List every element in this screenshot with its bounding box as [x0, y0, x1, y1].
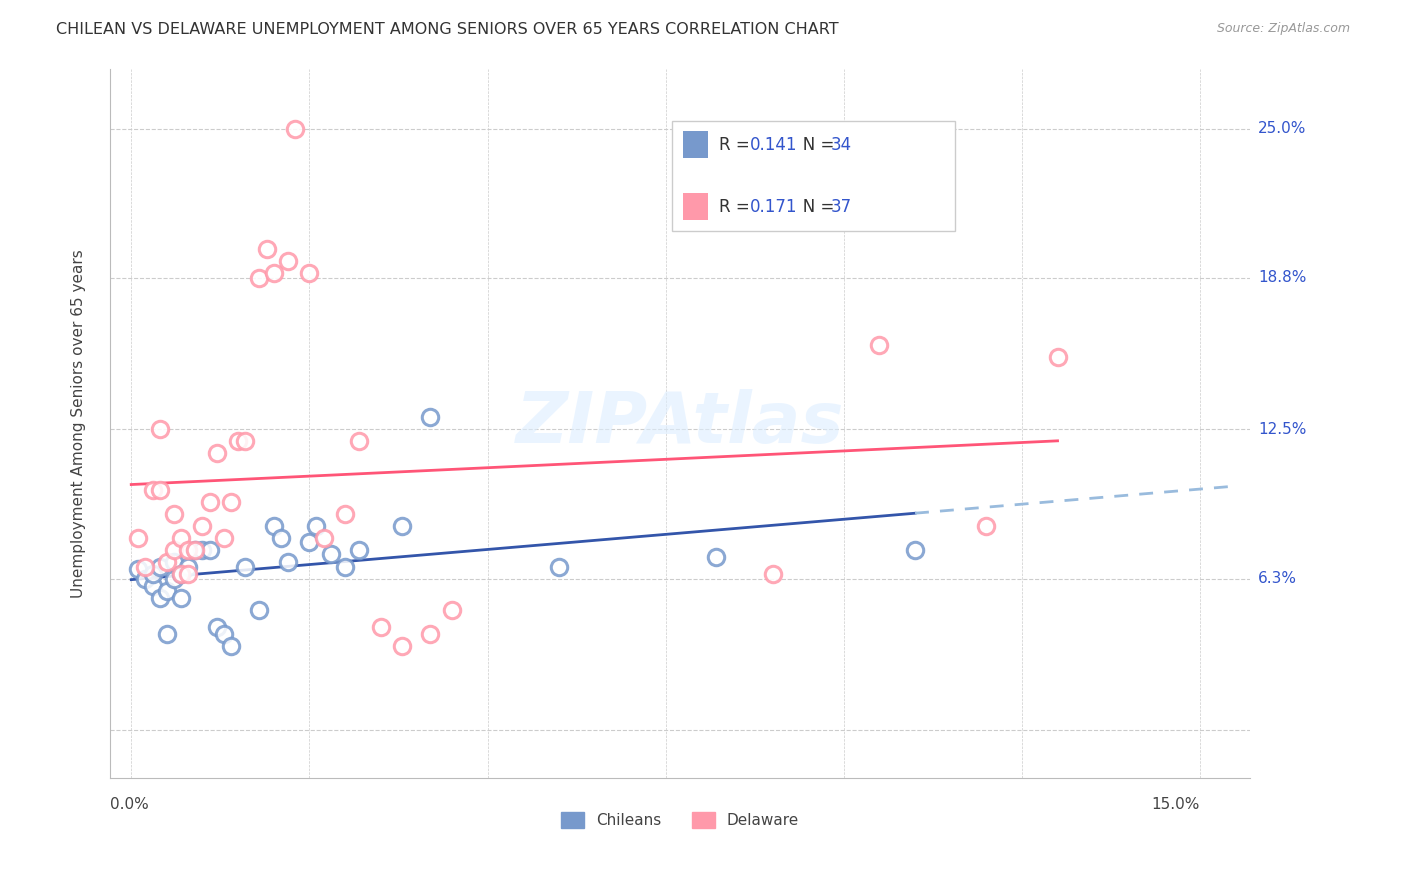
- Point: [170, 566, 193, 581]
- Point: [391, 639, 413, 653]
- Point: [205, 446, 228, 460]
- Point: [127, 531, 149, 545]
- Point: [177, 542, 200, 557]
- Point: [184, 542, 207, 557]
- Point: [170, 591, 193, 605]
- Point: [177, 559, 200, 574]
- Point: [263, 518, 285, 533]
- Text: 0.171: 0.171: [751, 198, 797, 216]
- Text: 12.5%: 12.5%: [1258, 422, 1306, 437]
- Point: [156, 555, 179, 569]
- Point: [184, 542, 207, 557]
- Point: [233, 559, 256, 574]
- Text: R =: R =: [720, 136, 755, 153]
- Point: [163, 507, 186, 521]
- Point: [284, 121, 307, 136]
- Text: Source: ZipAtlas.com: Source: ZipAtlas.com: [1216, 22, 1350, 36]
- Point: [1046, 350, 1069, 364]
- Text: CHILEAN VS DELAWARE UNEMPLOYMENT AMONG SENIORS OVER 65 YEARS CORRELATION CHART: CHILEAN VS DELAWARE UNEMPLOYMENT AMONG S…: [56, 22, 839, 37]
- Point: [277, 254, 299, 268]
- Point: [249, 270, 271, 285]
- Point: [333, 559, 356, 574]
- Point: [177, 566, 200, 581]
- Point: [298, 535, 321, 549]
- Point: [163, 555, 186, 569]
- Point: [149, 483, 172, 497]
- Point: [219, 494, 242, 508]
- Point: [134, 572, 156, 586]
- Point: [149, 559, 172, 574]
- Point: [440, 603, 463, 617]
- Text: N =: N =: [787, 136, 839, 153]
- Text: 0.141: 0.141: [751, 136, 797, 153]
- Point: [142, 566, 165, 581]
- Point: [319, 548, 342, 562]
- Point: [761, 566, 783, 581]
- Y-axis label: Unemployment Among Seniors over 65 years: Unemployment Among Seniors over 65 years: [72, 249, 86, 598]
- Point: [974, 518, 997, 533]
- Point: [904, 542, 927, 557]
- Legend: Chileans, Delaware: Chileans, Delaware: [554, 806, 806, 834]
- Point: [263, 266, 285, 280]
- Point: [249, 603, 271, 617]
- Point: [298, 266, 321, 280]
- Point: [212, 627, 235, 641]
- Point: [370, 620, 392, 634]
- Point: [191, 518, 214, 533]
- Point: [212, 531, 235, 545]
- Text: N =: N =: [787, 198, 839, 216]
- Point: [868, 338, 890, 352]
- Point: [198, 542, 221, 557]
- Point: [233, 434, 256, 449]
- Point: [198, 494, 221, 508]
- Point: [134, 559, 156, 574]
- Point: [142, 483, 165, 497]
- Point: [226, 434, 249, 449]
- Point: [312, 531, 335, 545]
- Point: [163, 542, 186, 557]
- Point: [419, 627, 441, 641]
- Point: [219, 639, 242, 653]
- Text: R =: R =: [720, 198, 755, 216]
- Text: 0.0%: 0.0%: [110, 797, 149, 813]
- Point: [142, 579, 165, 593]
- Point: [163, 572, 186, 586]
- Point: [149, 422, 172, 436]
- Point: [191, 542, 214, 557]
- Text: 18.8%: 18.8%: [1258, 270, 1306, 285]
- Point: [333, 507, 356, 521]
- Point: [349, 434, 371, 449]
- Text: 6.3%: 6.3%: [1258, 571, 1298, 586]
- Point: [170, 566, 193, 581]
- Point: [149, 591, 172, 605]
- Point: [305, 518, 328, 533]
- Text: 15.0%: 15.0%: [1152, 797, 1201, 813]
- Point: [419, 410, 441, 425]
- Text: 34: 34: [831, 136, 852, 153]
- Point: [270, 531, 292, 545]
- Point: [277, 555, 299, 569]
- Point: [391, 518, 413, 533]
- Text: 37: 37: [831, 198, 852, 216]
- Point: [127, 562, 149, 576]
- Point: [156, 627, 179, 641]
- Point: [156, 583, 179, 598]
- Point: [256, 242, 278, 256]
- Point: [170, 531, 193, 545]
- Text: 25.0%: 25.0%: [1258, 121, 1306, 136]
- Point: [704, 549, 727, 564]
- Point: [205, 620, 228, 634]
- Text: ZIPAtlas: ZIPAtlas: [516, 389, 844, 458]
- Point: [349, 542, 371, 557]
- Point: [547, 559, 569, 574]
